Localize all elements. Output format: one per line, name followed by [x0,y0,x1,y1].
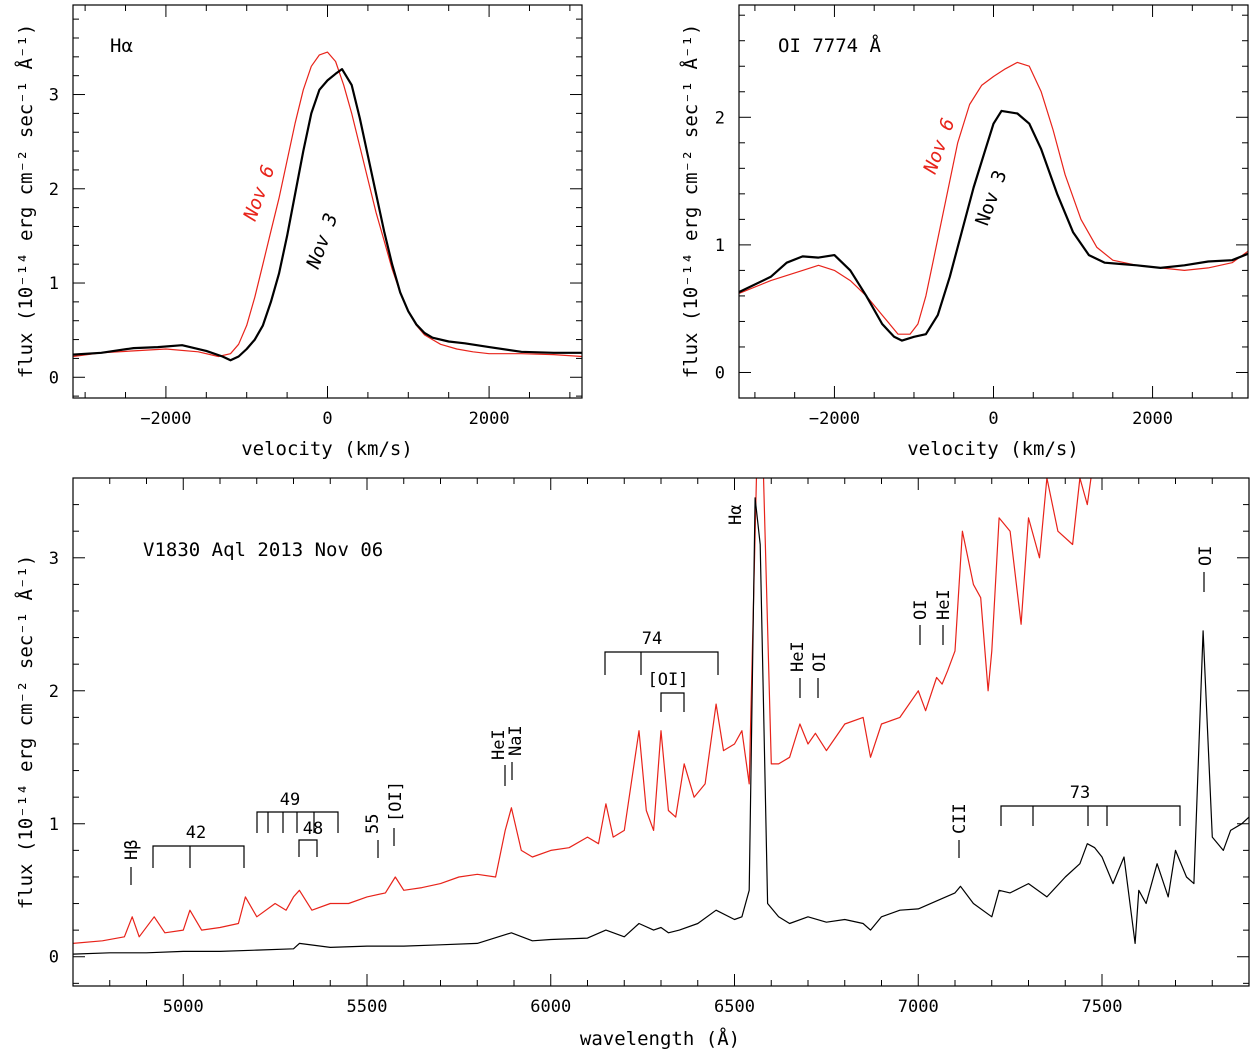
halpha-ytick-label: 0 [49,368,59,388]
oi7774-ytick-label: 0 [715,363,725,383]
spectrum-ytick-label: 3 [49,549,59,569]
m48-bracket [298,839,318,857]
panel-spectrum-ylabel: flux (10⁻¹⁴ erg cm⁻² sec⁻¹ Å⁻¹) [14,555,37,910]
panel-halpha-ylabel: flux (10⁻¹⁴ erg cm⁻² sec⁻¹ Å⁻¹) [14,24,37,379]
halpha-xtick-label: 2000 [469,409,510,429]
spectrum-xtick-label: 6500 [714,997,755,1017]
spectrum-series-red [73,478,1092,944]
spectrum-xtick-label: 5000 [163,997,204,1017]
panel-spectrum-xlabel: wavelength (Å) [580,1027,740,1050]
panel-oi7774-annotation-nov6: Nov 6 [919,115,960,177]
panel-halpha-ticks: −2000 0 2000 0 1 2 3 [49,5,582,429]
nai-label: NaI [506,725,526,756]
oi7774-series-black [739,109,1248,342]
m73-bracket [1000,805,1181,826]
oi1-label: [OI] [386,781,406,822]
oi7774-xtick-label: 2000 [1132,409,1173,429]
m74-label: 74 [642,629,662,649]
oi7774-ytick-label: 2 [715,108,725,128]
spectrum-xtick-label: 6000 [530,997,571,1017]
spectrum-series-black [73,497,1249,955]
m55-label: 55 [363,814,383,834]
halpha-series-red [73,51,582,358]
line-ids [130,572,1205,885]
spectrum-ytick-label: 0 [49,948,59,968]
panel-oi7774-xlabel: velocity (km/s) [907,438,1079,460]
panel-spectrum-title: V1830 Aql 2013 Nov 06 [143,539,383,561]
panel-oi7774-title: OI 7774 Å [778,34,882,57]
spectrum-ytick-label: 1 [49,815,59,835]
panel-halpha-xlabel: velocity (km/s) [241,438,413,460]
panel-halpha-series [73,51,582,362]
oi7774-ytick-label: 1 [715,236,725,256]
m73-label: 73 [1070,783,1090,803]
m42-label: 42 [186,823,206,843]
spectrum-xtick-label: 7500 [1082,997,1123,1017]
panel-oi7774-ticks: −2000 0 2000 0 1 2 [715,5,1248,429]
panel-spectrum-series [73,478,1249,955]
panel-halpha: −2000 0 2000 0 1 2 3 Hα velocity (km/s) flux (… [14,4,583,460]
oi4-label: OI [911,600,931,620]
panel-oi7774-series [739,61,1248,342]
panel-oi7774-ylabel: flux (10⁻¹⁴ erg cm⁻² sec⁻¹ Å⁻¹) [679,24,702,379]
hei3-label: HeI [934,589,954,620]
oi5-label: OI [1196,546,1216,566]
spectrum-ytick-label: 2 [49,682,59,702]
hei1-label: HeI [489,729,509,760]
oi2-label: [OI] [648,670,689,690]
halpha-ytick-label: 3 [49,86,59,106]
halpha-ytick-label: 1 [49,274,59,294]
hei2-label: HeI [788,641,808,672]
m49-bracket [256,811,339,833]
halpha-xtick-label: −2000 [140,409,191,429]
m74-bracket [604,651,719,675]
m48-label: 48 [303,819,323,839]
panel-spectrum-frame [72,477,1250,987]
oi7774-xtick-label: −2000 [809,409,860,429]
panel-halpha-title: Hα [110,35,133,57]
cii-label: CII [950,803,970,834]
panel-halpha-annotation-nov3: Nov 3 [302,210,343,272]
panel-halpha-frame [72,4,583,399]
spectrum-xtick-label: 7000 [898,997,939,1017]
panel-spectrum-ticks: 5000 5500 6000 6500 7000 7500 0 1 2 3 [49,477,1250,1017]
panel-oi7774-frame [738,4,1249,399]
oi7774-xtick-label: 0 [988,409,998,429]
oi2-bracket [660,692,685,712]
ha-label: Hα [726,505,746,525]
halpha-ytick-label: 2 [49,180,59,200]
m42-bracket [152,845,245,868]
oi3-label: OI [810,652,830,672]
spectrum-xtick-label: 5500 [347,997,388,1017]
m49-label: 49 [280,790,300,810]
panel-spectrum: 5000 5500 6000 6500 7000 7500 0 1 2 3 V1830 Aql 2… [14,477,1250,1050]
hb-label: Hβ [122,840,142,860]
panel-halpha-annotation-nov6: Nov 6 [239,162,280,224]
halpha-xtick-label: 0 [322,409,332,429]
halpha-series-black [73,67,582,362]
